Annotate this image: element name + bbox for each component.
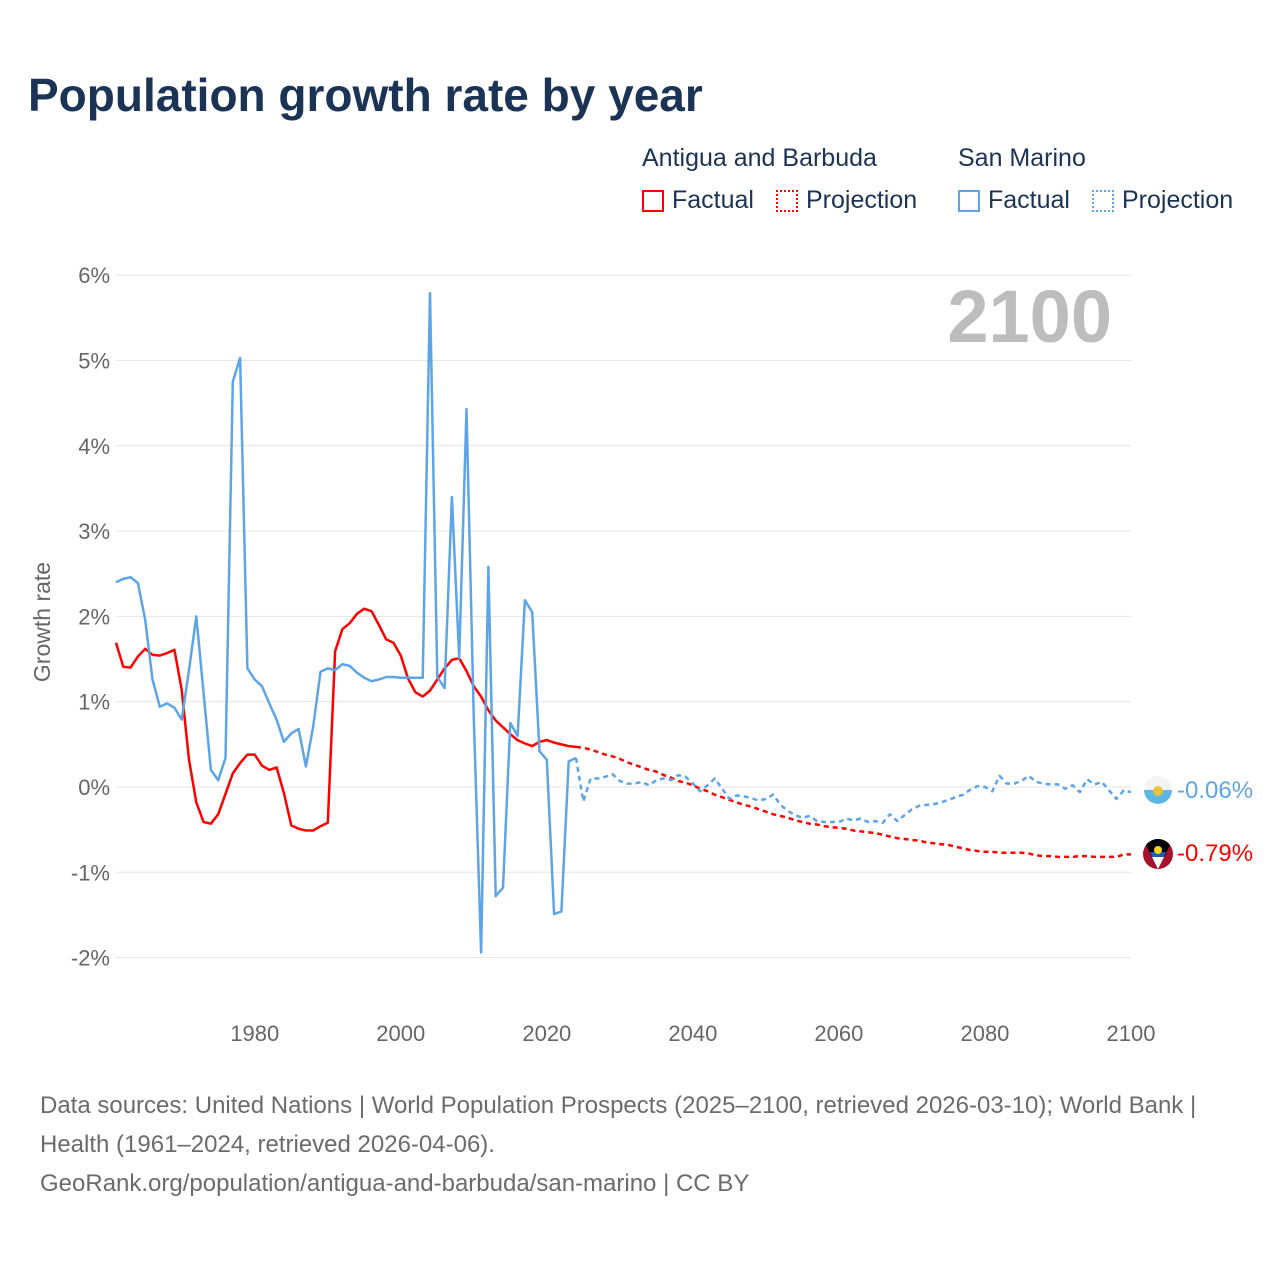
- data-sources: Data sources: United Nations | World Pop…: [40, 1092, 1197, 1158]
- y-tick-label: 4%: [78, 434, 110, 459]
- x-tick-label: 2080: [960, 1021, 1009, 1046]
- x-tick-label: 1980: [230, 1021, 279, 1046]
- series-lines: [114, 291, 1132, 954]
- series-line-1: [575, 745, 1131, 859]
- x-axis-ticks: 1980 2000 2020 2040 2060 2080 2100: [230, 1021, 1155, 1046]
- y-axis-ticks: -2% -1% 0% 1% 2% 3% 4% 5% 6%: [71, 263, 110, 970]
- y-tick-label: 3%: [78, 519, 110, 544]
- gridlines: [116, 274, 1131, 959]
- y-tick-label: 6%: [78, 263, 110, 288]
- x-tick-label: 2060: [814, 1021, 863, 1046]
- series-line-3: [574, 757, 1132, 825]
- y-tick-label: 0%: [78, 775, 110, 800]
- solid-swatch-icon: [958, 189, 980, 212]
- san-marino-flag-icon: [1144, 776, 1172, 804]
- chart-title: Population growth rate by year: [28, 69, 703, 121]
- legend-antigua-factual[interactable]: Factual: [642, 186, 754, 215]
- y-tick-label: -2%: [71, 946, 110, 971]
- y-tick-label: 5%: [78, 349, 110, 374]
- legend-san-marino-factual[interactable]: Factual: [958, 186, 1070, 215]
- x-tick-label: 2100: [1107, 1021, 1156, 1046]
- legend-antigua-heading: Antigua and Barbuda: [642, 144, 877, 172]
- footer: Data sources: United Nations | World Pop…: [40, 1086, 1240, 1203]
- y-axis-label: Growth rate: [29, 562, 55, 682]
- year-watermark: 2100: [947, 275, 1112, 358]
- legend-label: Projection: [1122, 186, 1234, 214]
- series-line-2: [115, 291, 577, 954]
- y-tick-label: 2%: [78, 604, 110, 629]
- series-line-0: [114, 607, 577, 832]
- san-marino-end-label: -0.06%: [1177, 777, 1253, 804]
- legend-label: Factual: [672, 186, 754, 214]
- antigua-flag-icon: [1143, 839, 1173, 869]
- attribution-link[interactable]: GeoRank.org/population/antigua-and-barbu…: [40, 1170, 750, 1197]
- x-tick-label: 2000: [376, 1021, 425, 1046]
- dotted-swatch-icon: [1092, 189, 1114, 212]
- y-tick-label: -1%: [71, 860, 110, 885]
- legend-san-marino-heading: San Marino: [958, 144, 1086, 172]
- legend-label: Factual: [988, 186, 1070, 214]
- legend-antigua-projection[interactable]: Projection: [776, 186, 917, 215]
- x-tick-label: 2020: [522, 1021, 571, 1046]
- dotted-swatch-icon: [776, 189, 798, 212]
- x-tick-label: 2040: [668, 1021, 717, 1046]
- legend-san-marino-projection[interactable]: Projection: [1092, 186, 1233, 215]
- legend-label: Projection: [806, 186, 918, 214]
- y-tick-label: 1%: [78, 690, 110, 715]
- solid-swatch-icon: [642, 189, 664, 212]
- antigua-end-label: -0.79%: [1177, 840, 1253, 867]
